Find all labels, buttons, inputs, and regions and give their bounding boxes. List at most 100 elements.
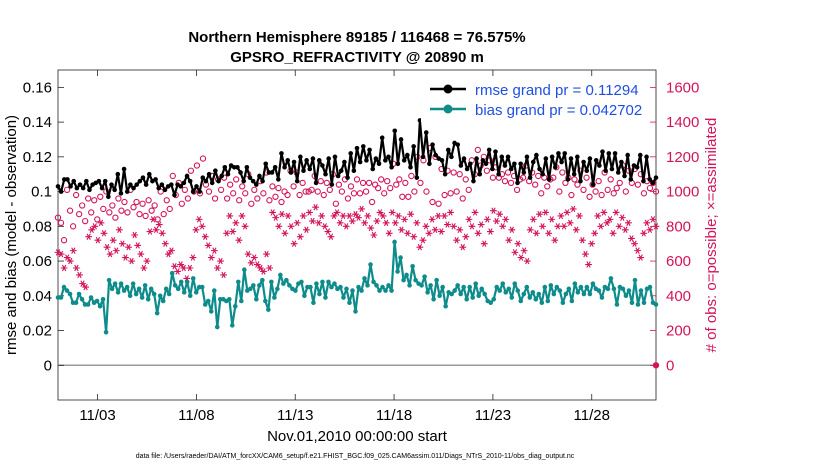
assimilated-obs-point	[333, 209, 341, 216]
bias-point	[467, 284, 472, 290]
assimilated-obs-point	[195, 216, 203, 223]
rmse-point	[379, 135, 385, 141]
possible-obs-point	[151, 202, 158, 209]
right-tick-label: 400	[666, 288, 691, 305]
assimilated-obs-point	[247, 259, 255, 267]
assimilated-obs-point	[523, 257, 531, 265]
assimilated-obs-point	[103, 243, 111, 251]
rmse-point	[408, 164, 413, 170]
assimilated-obs-point	[490, 207, 497, 214]
assimilated-obs-point	[88, 226, 96, 234]
bias-point	[73, 300, 79, 306]
bias-point	[142, 283, 148, 288]
assimilated-obs-point	[106, 250, 114, 258]
rmse-point	[653, 175, 659, 180]
rmse-point	[282, 164, 287, 170]
bias-point	[587, 291, 593, 297]
x-tick-label: 11/13	[277, 407, 313, 424]
assimilated-obs-point	[345, 212, 353, 220]
rmse-point	[128, 182, 133, 187]
bias-point	[257, 283, 262, 288]
assimilated-obs-point	[391, 219, 399, 227]
assimilated-obs-point	[536, 210, 543, 218]
bias-point	[488, 300, 494, 306]
assimilated-obs-point	[217, 257, 224, 265]
bias-point	[112, 281, 118, 286]
rmse-point	[414, 175, 420, 180]
assimilated-obs-point	[155, 221, 163, 228]
assimilated-obs-point	[612, 209, 620, 216]
possible-obs-point	[57, 219, 65, 226]
bias-point	[641, 300, 647, 306]
bias-point	[272, 295, 277, 300]
bias-point	[566, 286, 572, 292]
left-tick-label: 0.02	[23, 323, 52, 340]
assimilated-obs-point	[168, 247, 175, 254]
bias-point	[449, 291, 454, 297]
left-tick-label: 0.12	[23, 149, 52, 166]
rmse-point	[172, 192, 177, 198]
possible-obs-point	[251, 186, 258, 193]
bias-point	[317, 291, 322, 297]
assimilated-obs-point	[398, 226, 405, 234]
rmse-point	[527, 175, 533, 180]
assimilated-obs-point	[149, 216, 157, 223]
x-tick-label: 11/23	[475, 407, 511, 424]
assimilated-obs-point	[226, 212, 234, 220]
bias-point	[479, 286, 485, 292]
possible-obs-point	[571, 176, 578, 183]
rmse-point	[530, 159, 536, 165]
possible-obs-point	[136, 211, 143, 218]
possible-obs-point	[236, 197, 243, 204]
possible-obs-point	[124, 209, 131, 216]
bias-point	[124, 284, 130, 290]
rmse-point	[140, 175, 146, 180]
rmse-point	[162, 187, 168, 193]
assimilated-obs-point	[628, 235, 635, 242]
possible-obs-point	[314, 188, 321, 195]
rmse-point	[316, 158, 322, 163]
rmse-point	[581, 159, 586, 165]
possible-obs-point	[66, 207, 74, 214]
possible-obs-point	[88, 209, 95, 216]
assimilated-obs-point	[109, 236, 117, 244]
assimilated-obs-point	[404, 230, 411, 237]
rmse-point	[650, 180, 656, 186]
assimilated-obs-point	[232, 219, 240, 227]
assimilated-obs-point	[520, 247, 528, 254]
rmse-point	[483, 161, 489, 167]
right-tick-label: 800	[666, 218, 691, 235]
assimilated-obs-point	[66, 257, 74, 265]
assimilated-obs-point	[606, 216, 614, 223]
rmse-point	[80, 185, 86, 191]
rmse-point	[288, 170, 294, 175]
right-tick-label: 1400	[666, 114, 699, 131]
possible-obs-point	[447, 190, 454, 197]
bias-point	[187, 293, 193, 299]
bias-point	[491, 296, 497, 302]
right-tick-label: 200	[666, 323, 691, 340]
rmse-point	[603, 168, 608, 174]
rmse-point	[260, 178, 265, 184]
rmse-point	[194, 184, 199, 189]
possible-obs-point	[85, 195, 92, 202]
rmse-point	[298, 154, 303, 160]
assimilated-obs-point	[557, 212, 565, 220]
rmse-point	[521, 170, 527, 175]
assimilated-obs-point	[112, 247, 120, 254]
bias-point	[338, 284, 343, 290]
assimilated-obs-point	[201, 233, 209, 240]
bias-point	[190, 276, 196, 281]
left-tick-label: 0.08	[23, 218, 52, 235]
assimilated-obs-point	[152, 226, 160, 234]
bias-point	[269, 279, 274, 285]
assimilated-obs-point	[511, 249, 519, 256]
assimilated-obs-series	[54, 203, 660, 291]
assimilated-obs-point	[514, 240, 522, 247]
assimilated-obs-point	[355, 214, 362, 221]
assimilated-obs-point	[407, 210, 415, 218]
bias-point	[575, 290, 581, 295]
possible-obs-point	[504, 169, 512, 176]
assimilated-obs-point	[174, 268, 181, 275]
possible-obs-point	[501, 178, 509, 185]
